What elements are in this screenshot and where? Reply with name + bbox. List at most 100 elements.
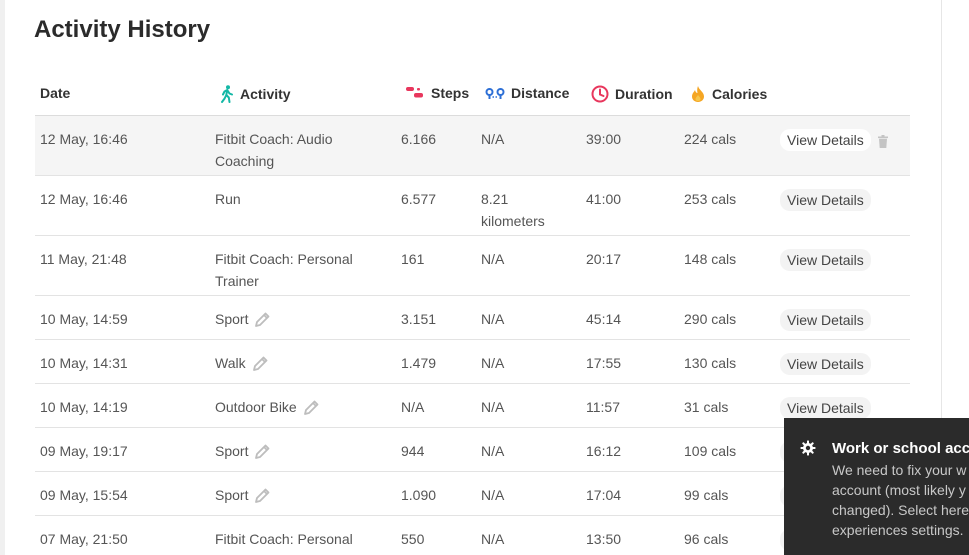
- toast-line: changed). Select here: [832, 502, 969, 518]
- table-header: Date Activity Steps: [35, 72, 910, 116]
- pencil-icon[interactable]: [254, 311, 271, 334]
- duration-cell: 45:14: [586, 311, 622, 327]
- toast-line: experiences settings.: [832, 522, 964, 538]
- duration-cell: 41:00: [586, 191, 622, 207]
- distance-line: 8.21: [481, 191, 509, 207]
- walking-person-icon: [221, 85, 233, 103]
- table-row: 10 May, 14:19 Outdoor Bike N/A N/A 11:57 31 c…: [35, 384, 910, 428]
- duration-cell: 17:55: [586, 355, 622, 371]
- table-row: 10 May, 14:31 Walk 1.479 N/A 17:55 130 cals Vi…: [35, 340, 910, 384]
- activity-name: Fitbit Coach: Personal Trainer: [215, 248, 353, 292]
- table-row: 10 May, 14:59 Sport 3.151 N/A 45:14 290 cals V…: [35, 296, 910, 340]
- distance-line: N/A: [481, 399, 505, 415]
- activity-cell: Walk: [215, 352, 395, 378]
- activity-name-line: Fitbit Coach: Personal: [215, 531, 353, 547]
- distance-line: N/A: [481, 531, 505, 547]
- view-details-cell: View Details: [780, 189, 871, 211]
- activity-name: Sport: [215, 484, 248, 506]
- view-details-button[interactable]: View Details: [780, 309, 871, 331]
- activity-name-line: Sport: [215, 487, 249, 503]
- date-cell: 10 May, 14:19: [40, 399, 128, 415]
- calories-cell: 224 cals: [684, 131, 737, 147]
- activity-cell: Outdoor Bike: [215, 396, 395, 422]
- duration-cell: 17:04: [586, 487, 622, 503]
- pencil-icon[interactable]: [254, 487, 271, 510]
- activity-name-line: Trainer: [215, 273, 259, 289]
- calories-cell: 148 cals: [684, 251, 737, 267]
- footprints-icon: [406, 87, 423, 98]
- duration-cell: 20:17: [586, 251, 622, 267]
- date-cell: 10 May, 14:31: [40, 355, 128, 371]
- view-details-button[interactable]: View Details: [780, 189, 871, 211]
- duration-cell: 39:00: [586, 131, 622, 147]
- activity-name: Run: [215, 188, 241, 210]
- map-pins-icon: [485, 88, 505, 99]
- calories-cell: 130 cals: [684, 355, 737, 371]
- activity-name-line: Fitbit Coach: Audio: [215, 131, 333, 147]
- view-details-button[interactable]: View Details: [780, 353, 871, 375]
- steps-cell: 3.151: [401, 311, 437, 327]
- calories-cell: 31 cals: [684, 399, 729, 415]
- distance-line: N/A: [481, 487, 505, 503]
- duration-cell: 13:50: [586, 531, 622, 547]
- steps-cell: N/A: [401, 399, 425, 415]
- header-distance[interactable]: Distance: [485, 85, 569, 101]
- table-row: 12 May, 16:46 Run 6.577 8.21 kilometers 41:00…: [35, 176, 910, 236]
- activity-name-line: Run: [215, 191, 241, 207]
- header-date[interactable]: Date: [40, 85, 71, 101]
- activity-name-line: Outdoor Bike: [215, 399, 297, 415]
- activity-name: Sport: [215, 308, 248, 330]
- view-details-cell: View Details: [780, 353, 871, 375]
- distance-line: N/A: [481, 443, 505, 459]
- activity-cell: Fitbit Coach: Audio Coaching: [215, 128, 395, 172]
- table-row: 12 May, 16:46 Fitbit Coach: Audio Coaching…: [35, 116, 910, 176]
- activity-name: Walk: [215, 352, 246, 374]
- calories-cell: 253 cals: [684, 191, 737, 207]
- view-details-button[interactable]: View Details: [780, 249, 871, 271]
- distance-cell: N/A: [481, 528, 581, 550]
- header-steps[interactable]: Steps: [405, 85, 469, 101]
- trash-icon[interactable]: [877, 132, 889, 154]
- distance-cell: N/A: [481, 248, 581, 270]
- steps-cell: 944: [401, 443, 425, 459]
- table-row: 07 May, 21:50 Fitbit Coach: Personal 550 N/…: [35, 516, 910, 555]
- activity-name-line: Coaching: [215, 153, 275, 169]
- pencil-icon[interactable]: [252, 355, 269, 378]
- distance-cell: N/A: [481, 440, 581, 462]
- distance-line: N/A: [481, 131, 505, 147]
- distance-line: N/A: [481, 355, 505, 371]
- toast-body: We need to fix your w account (most like…: [832, 460, 969, 540]
- pencil-icon[interactable]: [303, 399, 320, 422]
- activity-cell: Sport: [215, 440, 395, 466]
- date-cell: 11 May, 21:48: [40, 251, 127, 267]
- activity-table: Date Activity Steps: [35, 72, 910, 555]
- steps-cell: 1.479: [401, 355, 437, 371]
- notification-toast[interactable]: Work or school acco We need to fix your …: [784, 418, 969, 555]
- activity-cell: Run: [215, 188, 395, 210]
- date-cell: 09 May, 19:17: [40, 443, 128, 459]
- distance-cell: N/A: [481, 128, 581, 150]
- activity-name: Outdoor Bike: [215, 396, 297, 418]
- header-duration[interactable]: Duration: [591, 85, 673, 103]
- distance-line: N/A: [481, 311, 505, 327]
- header-calories[interactable]: Calories: [690, 85, 767, 103]
- calories-cell: 290 cals: [684, 311, 737, 327]
- activity-cell: Fitbit Coach: Personal Trainer: [215, 248, 395, 292]
- view-details-cell: View Details: [780, 397, 871, 419]
- date-cell: 12 May, 16:46: [40, 191, 128, 207]
- view-details-button[interactable]: View Details: [780, 129, 871, 151]
- flame-icon: [692, 86, 704, 102]
- distance-cell: N/A: [481, 484, 581, 506]
- header-activity[interactable]: Activity: [220, 85, 291, 103]
- calories-cell: 109 cals: [684, 443, 737, 459]
- toast-line: We need to fix your w: [832, 462, 967, 478]
- steps-cell: 6.166: [401, 131, 437, 147]
- pencil-icon[interactable]: [254, 443, 271, 466]
- view-details-button[interactable]: View Details: [780, 397, 871, 419]
- view-details-cell: View Details: [780, 129, 871, 151]
- view-details-cell: View Details: [780, 249, 871, 271]
- activity-cell: Sport: [215, 308, 395, 334]
- steps-cell: 550: [401, 531, 425, 547]
- activity-history-card: Activity History Date Activity Steps: [5, 0, 941, 555]
